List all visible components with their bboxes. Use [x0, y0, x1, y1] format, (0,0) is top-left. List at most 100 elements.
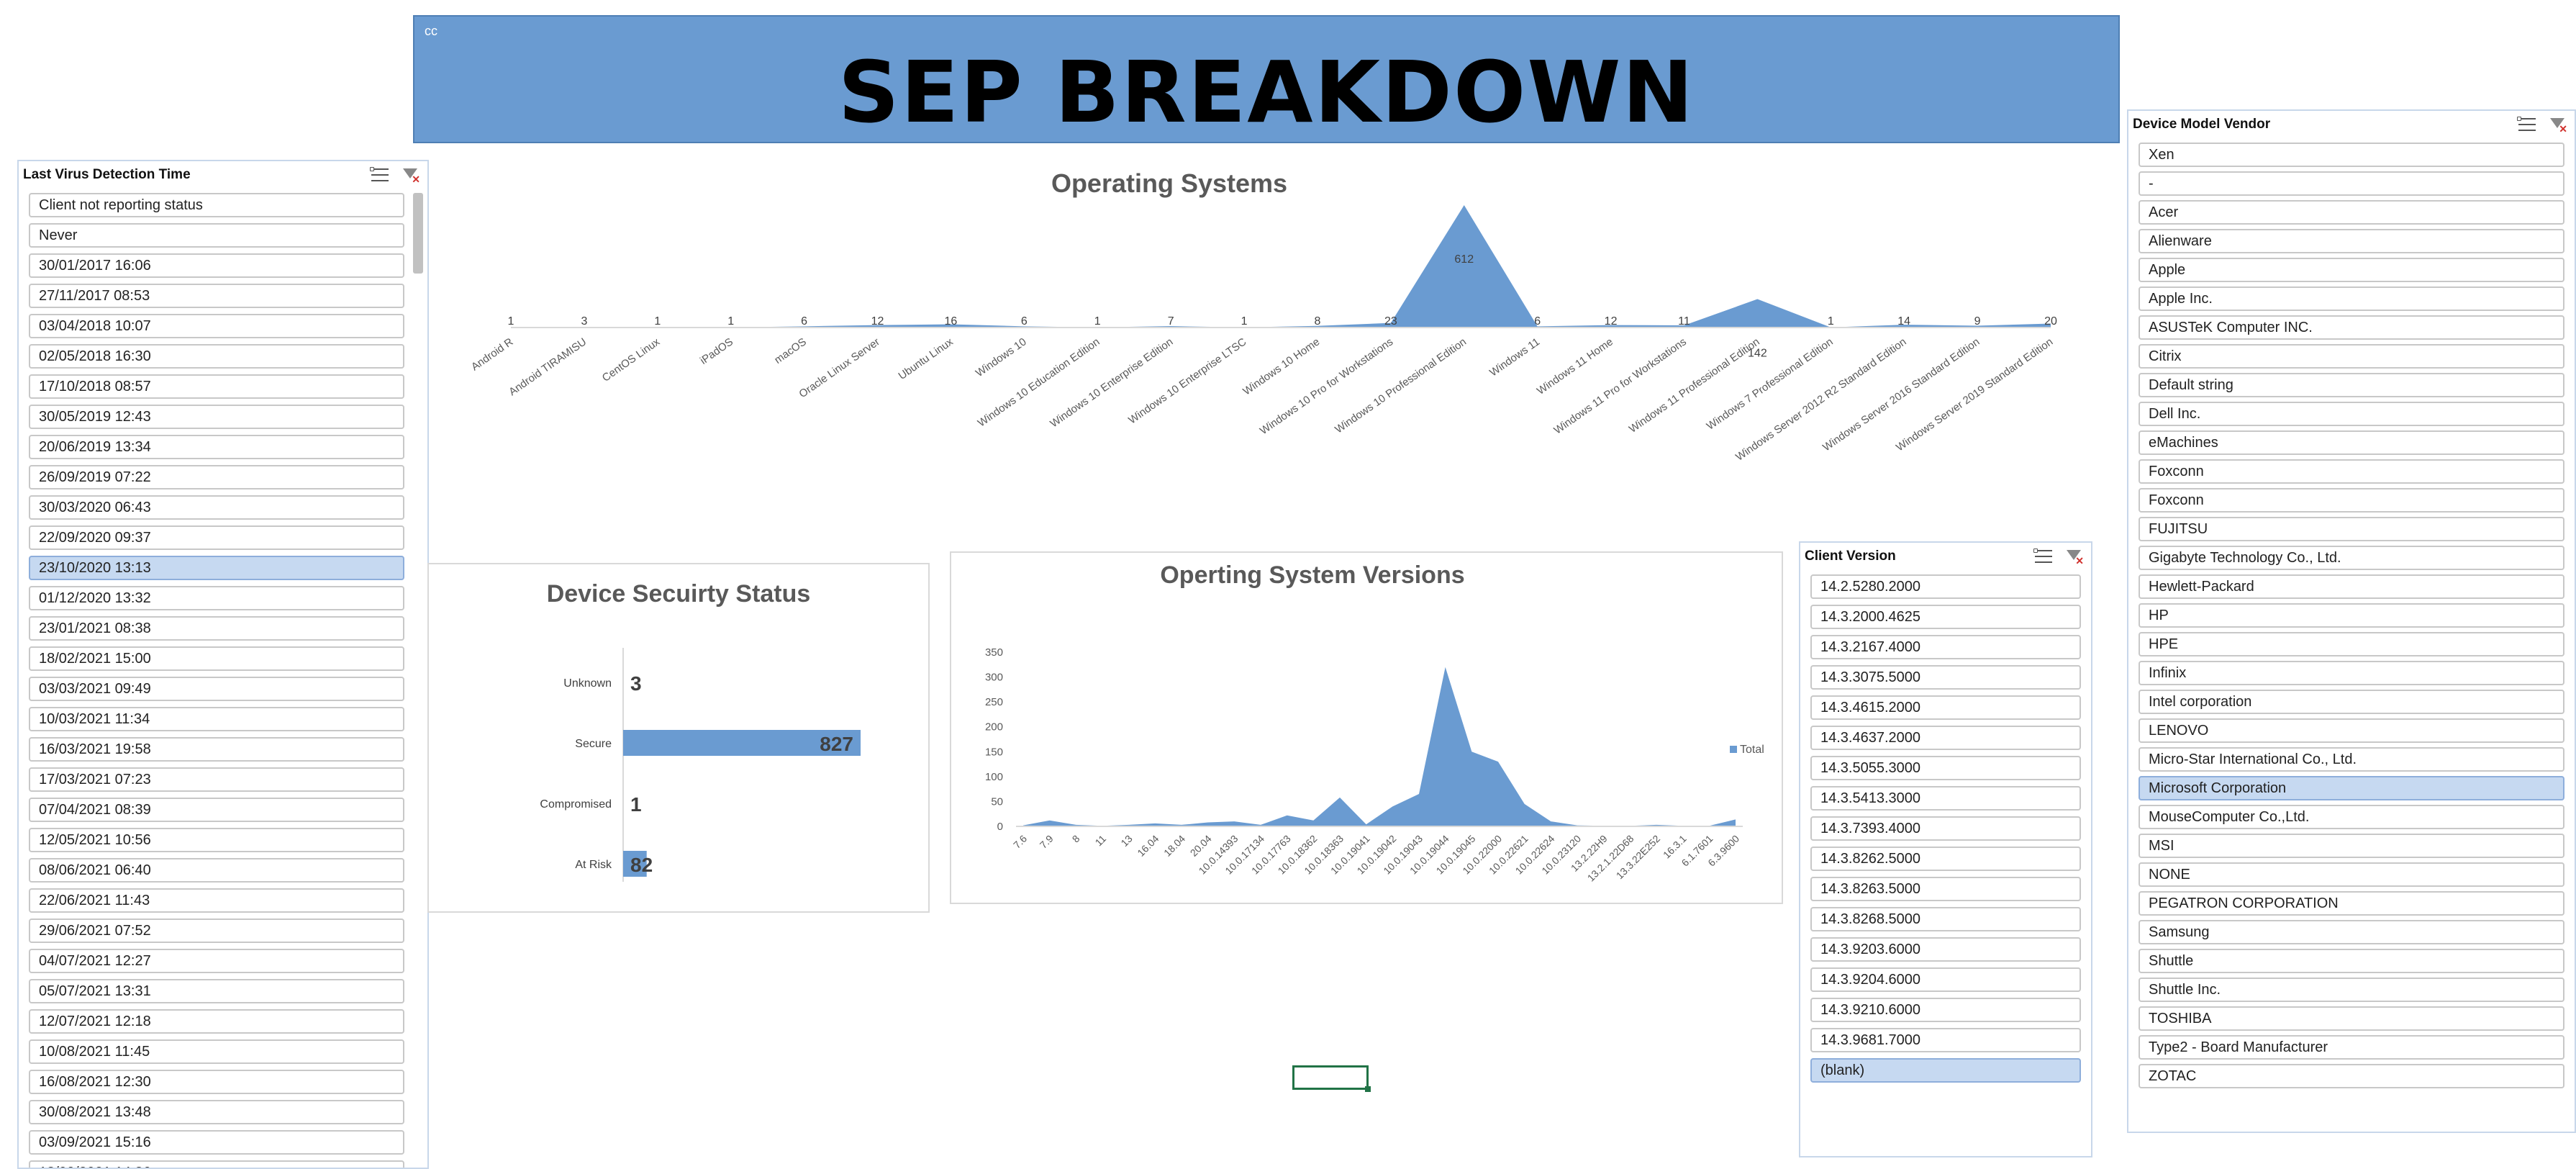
slicer-item[interactable]: 18/09/2021 14:36: [29, 1160, 404, 1168]
slicer-item[interactable]: ASUSTeK Computer INC.: [2139, 315, 2564, 340]
slicer-item[interactable]: Infinix: [2139, 661, 2564, 685]
slicer-item[interactable]: 03/09/2021 15:16: [29, 1130, 404, 1155]
scrollbar-thumb[interactable]: [413, 193, 423, 274]
slicer-item[interactable]: 14.2.5280.2000: [1810, 574, 2081, 599]
slicer-item[interactable]: Foxconn: [2139, 488, 2564, 513]
clear-filter-icon[interactable]: [402, 167, 420, 186]
slicer-item[interactable]: 02/05/2018 16:30: [29, 344, 404, 369]
slicer-item[interactable]: 14.3.4615.2000: [1810, 695, 2081, 720]
clear-filter-icon[interactable]: [2065, 549, 2084, 567]
data-label: 6: [801, 315, 807, 328]
slicer-item[interactable]: 17/03/2021 07:23: [29, 767, 404, 792]
slicer-item[interactable]: 22/06/2021 11:43: [29, 888, 404, 913]
slicer-item[interactable]: 14.3.9203.6000: [1810, 937, 2081, 962]
slicer-item[interactable]: 14.3.2000.4625: [1810, 605, 2081, 629]
slicer-item[interactable]: 23/01/2021 08:38: [29, 616, 404, 641]
slicer-item[interactable]: LENOVO: [2139, 718, 2564, 743]
slicer-item[interactable]: Samsung: [2139, 920, 2564, 944]
slicer-item[interactable]: 14.3.7393.4000: [1810, 816, 2081, 841]
slicer-item[interactable]: MSI: [2139, 834, 2564, 858]
slicer-item[interactable]: Gigabyte Technology Co., Ltd.: [2139, 546, 2564, 570]
chart-device-security-status[interactable]: Unknown 3 Secure 827 Compromised 1 At Risk 82: [429, 633, 928, 907]
slicer-item[interactable]: (blank): [1810, 1058, 2081, 1083]
slicer-item[interactable]: 30/08/2021 13:48: [29, 1100, 404, 1124]
slicer-toolbar: [2033, 549, 2084, 567]
slicer-item[interactable]: Shuttle: [2139, 949, 2564, 973]
slicer-item[interactable]: 04/07/2021 12:27: [29, 949, 404, 973]
multi-select-icon[interactable]: [370, 167, 389, 183]
slicer-item[interactable]: 30/01/2017 16:06: [29, 253, 404, 278]
slicer-client-version[interactable]: Client Version 14.2.5280.2000 14.3.2000.4…: [1799, 541, 2092, 1157]
slicer-item[interactable]: 16/03/2021 19:58: [29, 737, 404, 762]
multi-select-icon[interactable]: [2033, 549, 2052, 564]
slicer-item[interactable]: 14.3.5413.3000: [1810, 786, 2081, 811]
slicer-item[interactable]: Shuttle Inc.: [2139, 978, 2564, 1002]
multi-select-icon[interactable]: [2517, 117, 2536, 132]
slicer-item[interactable]: Hewlett-Packard: [2139, 574, 2564, 599]
slicer-item[interactable]: Micro-Star International Co., Ltd.: [2139, 747, 2564, 772]
slicer-item[interactable]: 01/12/2020 13:32: [29, 586, 404, 610]
slicer-item[interactable]: Microsoft Corporation: [2139, 776, 2564, 800]
slicer-item[interactable]: 07/04/2021 08:39: [29, 798, 404, 822]
slicer-item[interactable]: ZOTAC: [2139, 1064, 2564, 1088]
selected-cell[interactable]: [1292, 1065, 1371, 1092]
slicer-item[interactable]: 10/03/2021 11:34: [29, 707, 404, 731]
slicer-item[interactable]: 14.3.9681.7000: [1810, 1028, 2081, 1052]
slicer-item[interactable]: Type2 - Board Manufacturer: [2139, 1035, 2564, 1060]
slicer-item[interactable]: 30/03/2020 06:43: [29, 495, 404, 520]
slicer-item[interactable]: 27/11/2017 08:53: [29, 284, 404, 308]
slicer-item[interactable]: 12/05/2021 10:56: [29, 828, 404, 852]
slicer-item[interactable]: Citrix: [2139, 344, 2564, 369]
slicer-item[interactable]: 17/10/2018 08:57: [29, 374, 404, 399]
data-label: 16: [945, 315, 958, 328]
slicer-item[interactable]: 03/04/2018 10:07: [29, 314, 404, 338]
slicer-item[interactable]: 14.3.8262.5000: [1810, 847, 2081, 871]
slicer-item[interactable]: 18/02/2021 15:00: [29, 646, 404, 671]
slicer-item[interactable]: 03/03/2021 09:49: [29, 677, 404, 701]
slicer-item[interactable]: Xen: [2139, 143, 2564, 167]
slicer-item[interactable]: 26/09/2019 07:22: [29, 465, 404, 489]
slicer-item[interactable]: Foxconn: [2139, 459, 2564, 484]
slicer-item[interactable]: PEGATRON CORPORATION: [2139, 891, 2564, 916]
slicer-item[interactable]: 14.3.8263.5000: [1810, 877, 2081, 901]
slicer-item[interactable]: 14.3.3075.5000: [1810, 665, 2081, 690]
slicer-item[interactable]: 20/06/2019 13:34: [29, 435, 404, 459]
slicer-item[interactable]: 30/05/2019 12:43: [29, 405, 404, 429]
slicer-item[interactable]: 14.3.9204.6000: [1810, 967, 2081, 992]
slicer-item[interactable]: 14.3.5055.3000: [1810, 756, 2081, 780]
slicer-item[interactable]: Apple: [2139, 258, 2564, 282]
chart-os-versions[interactable]: 0 50 100 150 200 250 300 350 7.6 7.9 8 11 13 16.04 18.…: [951, 605, 1782, 903]
slicer-item[interactable]: 08/06/2021 06:40: [29, 858, 404, 883]
slicer-item[interactable]: TOSHIBA: [2139, 1006, 2564, 1031]
chart-operating-systems[interactable]: 1 Android R 3 Android TIRAMISU 1 CentOS Linux…: [432, 194, 2087, 540]
slicer-item[interactable]: NONE: [2139, 862, 2564, 887]
slicer-item[interactable]: 12/07/2021 12:18: [29, 1009, 404, 1034]
slicer-item[interactable]: Apple Inc.: [2139, 286, 2564, 311]
slicer-item[interactable]: 23/10/2020 13:13: [29, 556, 404, 580]
slicer-item[interactable]: 10/08/2021 11:45: [29, 1039, 404, 1064]
slicer-item[interactable]: Client not reporting status: [29, 193, 404, 217]
slicer-item[interactable]: eMachines: [2139, 430, 2564, 455]
clear-filter-icon[interactable]: [2549, 117, 2567, 135]
slicer-item[interactable]: Alienware: [2139, 229, 2564, 253]
slicer-item[interactable]: 16/08/2021 12:30: [29, 1070, 404, 1094]
slicer-item[interactable]: 14.3.4637.2000: [1810, 726, 2081, 750]
slicer-item[interactable]: 29/06/2021 07:52: [29, 918, 404, 943]
slicer-item[interactable]: Never: [29, 223, 404, 248]
slicer-item[interactable]: FUJITSU: [2139, 517, 2564, 541]
slicer-device-model-vendor[interactable]: Device Model Vendor Xen - Acer Alienware App…: [2127, 109, 2576, 1133]
slicer-item[interactable]: Dell Inc.: [2139, 402, 2564, 426]
slicer-item[interactable]: 14.3.8268.5000: [1810, 907, 2081, 931]
slicer-item[interactable]: HP: [2139, 603, 2564, 628]
slicer-item[interactable]: -: [2139, 171, 2564, 196]
slicer-item[interactable]: MouseComputer Co.,Ltd.: [2139, 805, 2564, 829]
slicer-item[interactable]: 05/07/2021 13:31: [29, 979, 404, 1003]
slicer-item[interactable]: Default string: [2139, 373, 2564, 397]
slicer-item[interactable]: 14.3.9210.6000: [1810, 998, 2081, 1022]
slicer-item[interactable]: 22/09/2020 09:37: [29, 525, 404, 550]
slicer-item[interactable]: HPE: [2139, 632, 2564, 656]
slicer-item[interactable]: Intel corporation: [2139, 690, 2564, 714]
slicer-last-virus-detection-time[interactable]: Last Virus Detection Time Client not rep…: [17, 160, 429, 1169]
slicer-item[interactable]: 14.3.2167.4000: [1810, 635, 2081, 659]
slicer-item[interactable]: Acer: [2139, 200, 2564, 225]
